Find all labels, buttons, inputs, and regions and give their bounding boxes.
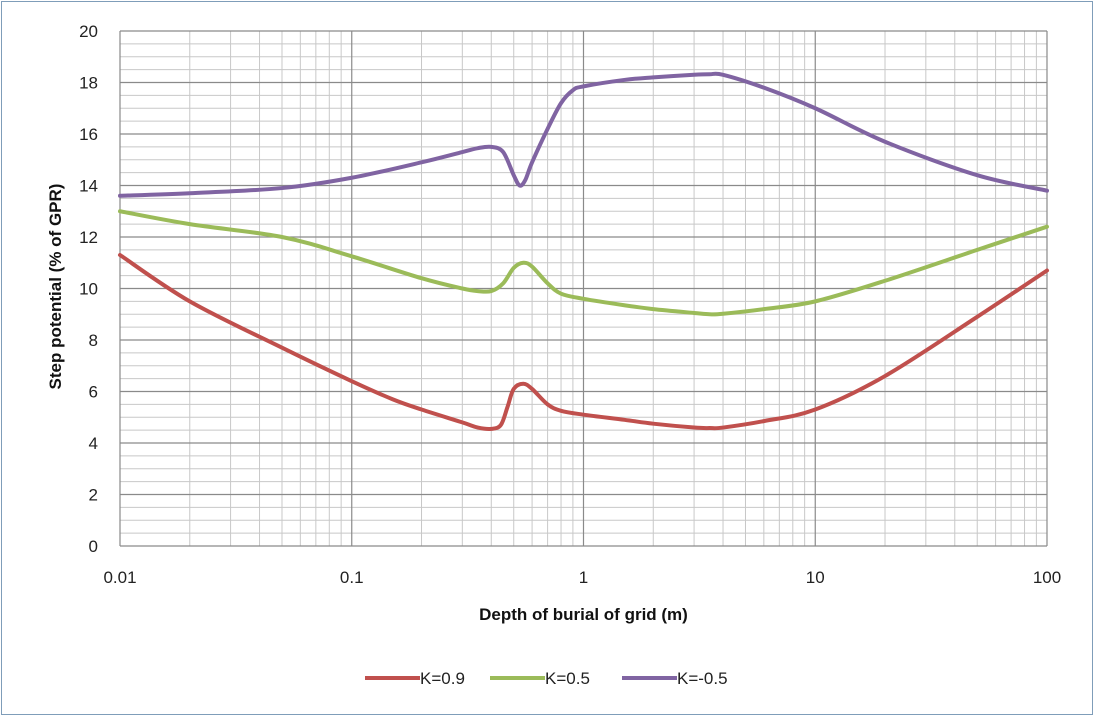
x-axis-title: Depth of burial of grid (m) bbox=[479, 605, 688, 624]
y-tick-label: 10 bbox=[79, 280, 98, 299]
y-tick-label: 4 bbox=[89, 434, 98, 453]
y-tick-label: 14 bbox=[79, 177, 98, 196]
legend-label: K=-0.5 bbox=[677, 669, 728, 688]
legend-label: K=0.9 bbox=[420, 669, 465, 688]
y-axis-title: Step potential (% of GPR) bbox=[46, 184, 65, 390]
series-line-K=0.5 bbox=[118, 209, 1049, 317]
y-tick-label: 2 bbox=[89, 486, 98, 505]
y-tick-label: 16 bbox=[79, 125, 98, 144]
series-line-K=0.9 bbox=[118, 253, 1049, 431]
legend-label: K=0.5 bbox=[545, 669, 590, 688]
series-line-K=-0.5 bbox=[118, 71, 1049, 198]
x-tick-label: 1 bbox=[579, 568, 588, 587]
y-tick-label: 6 bbox=[89, 383, 98, 402]
y-tick-label: 18 bbox=[79, 74, 98, 93]
x-tick-label: 0.1 bbox=[340, 568, 364, 587]
legend: K=0.9 K=0.5 K=-0.5 bbox=[365, 669, 728, 688]
series-lines bbox=[118, 71, 1049, 431]
x-tick-label: 100 bbox=[1033, 568, 1061, 587]
y-tick-label: 12 bbox=[79, 228, 98, 247]
y-tick-label: 20 bbox=[79, 22, 98, 41]
y-tick-label: 0 bbox=[89, 537, 98, 556]
x-tick-label: 10 bbox=[806, 568, 825, 587]
y-tick-label: 8 bbox=[89, 331, 98, 350]
tick-labels: 0 2 4 6 8 10 12 14 16 18 20 0.01 0.1 1 10 100 bbox=[79, 22, 1061, 587]
x-tick-label: 0.01 bbox=[103, 568, 136, 587]
